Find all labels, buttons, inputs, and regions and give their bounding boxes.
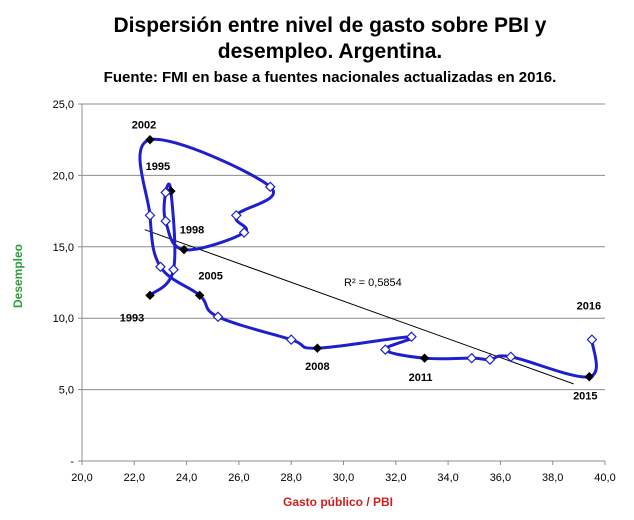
data-point-2014 bbox=[505, 351, 517, 363]
point-label-2016: 2016 bbox=[577, 301, 601, 313]
gridlines bbox=[82, 103, 605, 391]
title-block: Dispersión entre nivel de gasto sobre PB… bbox=[104, 14, 557, 86]
data-point-2013 bbox=[484, 354, 496, 365]
x-tick-label: 22,0 bbox=[124, 472, 145, 484]
y-tick-label: 5,0 bbox=[59, 385, 74, 397]
data-point-2011 bbox=[419, 353, 430, 363]
chart-title-line-2: desempleo. Argentina. bbox=[218, 40, 442, 63]
point-label-2008: 2008 bbox=[305, 361, 329, 373]
point-label-2011: 2011 bbox=[409, 372, 433, 384]
point-label-2005: 2005 bbox=[198, 270, 222, 282]
chart-title-line-1: Dispersión entre nivel de gasto sobre PB… bbox=[114, 14, 547, 37]
x-tick-label: 24,0 bbox=[176, 472, 197, 484]
data-point-1999 bbox=[238, 227, 250, 238]
x-tick-label: 26,0 bbox=[228, 472, 249, 484]
data-point-2002 bbox=[145, 134, 155, 145]
point-label-2015: 2015 bbox=[573, 391, 597, 403]
y-tick-label: 10,0 bbox=[53, 313, 74, 325]
point-label-2002: 2002 bbox=[132, 120, 156, 132]
x-tick-label: 38,0 bbox=[542, 472, 563, 484]
data-point-2000 bbox=[230, 210, 242, 221]
data-point-2015 bbox=[584, 372, 595, 382]
trendline-layer bbox=[144, 229, 574, 385]
y-tick-label: 25,0 bbox=[53, 99, 74, 111]
data-point-2003 bbox=[144, 210, 156, 221]
data-point-1998 bbox=[179, 244, 189, 255]
y-tick-label: 15,0 bbox=[53, 242, 74, 254]
data-point-2009 bbox=[406, 331, 417, 343]
y-tick-label: - bbox=[70, 456, 74, 468]
trendline bbox=[144, 229, 574, 385]
data-point-2006 bbox=[212, 311, 224, 323]
chart-subtitle: Fuente: FMI en base a fuentes nacionales… bbox=[104, 69, 557, 86]
y-tick-label: 20,0 bbox=[53, 170, 74, 182]
data-point-1994 bbox=[168, 264, 179, 275]
x-tick-label: 32,0 bbox=[385, 472, 406, 484]
x-tick-label: 30,0 bbox=[333, 472, 354, 484]
data-point-2016 bbox=[586, 334, 598, 345]
point-label-1995: 1995 bbox=[146, 161, 170, 173]
series-layer bbox=[138, 134, 598, 382]
data-point-2001 bbox=[264, 181, 276, 193]
y-axis-title: Desempleo bbox=[11, 244, 25, 308]
x-tick-label: 40,0 bbox=[594, 472, 615, 484]
x-tick-label: 34,0 bbox=[437, 472, 458, 484]
x-axis-title: Gasto público / PBI bbox=[283, 495, 393, 509]
data-point-2008 bbox=[312, 343, 323, 353]
point-label-layer: 1993 1995 1998 2002 2005 2008 2011 2015 2016 bbox=[120, 120, 601, 403]
x-tick-label: 28,0 bbox=[280, 472, 301, 484]
data-point-2004 bbox=[155, 261, 166, 273]
data-point-2005 bbox=[194, 290, 205, 301]
axes: - 5,0 10,0 15,0 20,0 25,0 20,0 22,0 24,0 26,0 28,0… bbox=[53, 99, 616, 484]
point-label-1998: 1998 bbox=[180, 225, 204, 237]
point-label-1993: 1993 bbox=[120, 312, 144, 324]
x-tick-label: 20,0 bbox=[71, 472, 92, 484]
data-point-1996 bbox=[160, 187, 172, 198]
data-point-2007 bbox=[285, 334, 297, 345]
x-tick-label: 36,0 bbox=[490, 472, 511, 484]
data-point-2012 bbox=[466, 352, 477, 364]
data-point-1997 bbox=[160, 215, 172, 227]
data-point-2010 bbox=[379, 344, 391, 355]
data-point-1993 bbox=[145, 290, 155, 301]
r-squared-label: R² = 0,5854 bbox=[344, 277, 402, 289]
